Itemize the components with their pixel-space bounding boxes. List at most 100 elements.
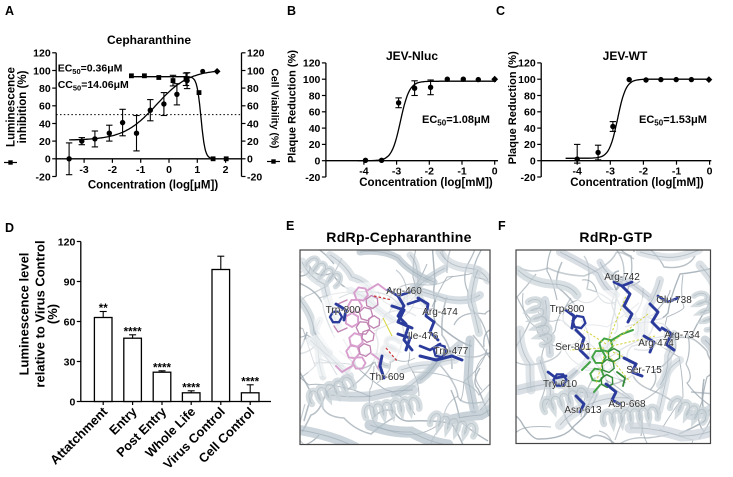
svg-text:Try-610: Try-610 (543, 379, 578, 390)
svg-text:-20: -20 (521, 172, 536, 184)
svg-text:80: 80 (524, 90, 536, 102)
svg-text:0: 0 (69, 396, 75, 408)
svg-text:20: 20 (309, 139, 321, 151)
svg-text:relative to Virus Control: relative to Virus Control (33, 240, 48, 387)
svg-text:60: 60 (39, 101, 51, 113)
svg-text:120: 120 (33, 48, 51, 60)
svg-text:Concentration (log[μM]): Concentration (log[μM]) (88, 180, 218, 192)
svg-text:1: 1 (194, 164, 200, 176)
svg-text:Luminescence: Luminescence (6, 67, 18, 147)
svg-text:90: 90 (64, 276, 76, 288)
svg-text:RdRp-Cepharanthine: RdRp-Cepharanthine (326, 229, 471, 245)
svg-text:(%): (%) (45, 304, 60, 324)
svg-text:0: 0 (530, 156, 536, 168)
svg-text:-2: -2 (108, 164, 117, 176)
svg-text:-3: -3 (79, 164, 88, 176)
svg-text:Thr-609: Thr-609 (369, 372, 404, 383)
svg-text:0: 0 (247, 154, 253, 166)
svg-text:40: 40 (309, 123, 321, 135)
svg-text:20: 20 (247, 136, 259, 148)
svg-text:C: C (496, 4, 505, 18)
svg-text:-20: -20 (247, 171, 262, 183)
svg-text:Cell Viability (%): Cell Viability (%) (269, 69, 280, 149)
svg-text:A: A (5, 4, 14, 18)
svg-text:Trp-800: Trp-800 (550, 304, 585, 315)
svg-text:Cepharanthine: Cepharanthine (107, 33, 191, 47)
svg-text:-4: -4 (573, 166, 582, 178)
svg-text:2: 2 (223, 164, 229, 176)
svg-text:40: 40 (247, 118, 259, 130)
svg-text:****: **** (153, 362, 171, 374)
svg-text:RdRp-GTP: RdRp-GTP (579, 229, 652, 245)
svg-text:EC50=1.08μM: EC50=1.08μM (422, 114, 490, 128)
svg-text:0: 0 (166, 164, 172, 176)
svg-text:120: 120 (247, 48, 265, 60)
svg-text:-1: -1 (457, 166, 466, 178)
svg-text:100: 100 (303, 74, 321, 86)
svg-text:120: 120 (303, 58, 321, 70)
svg-text:0: 0 (707, 166, 713, 178)
svg-text:JEV-Nluc: JEV-Nluc (386, 49, 438, 63)
svg-text:Asn-613: Asn-613 (564, 405, 602, 416)
svg-text:**: ** (99, 303, 108, 315)
svg-text:B: B (287, 4, 296, 18)
svg-text:0: 0 (315, 156, 321, 168)
svg-text:****: **** (124, 326, 142, 338)
svg-text:****: **** (241, 376, 259, 388)
svg-text:Arg-734: Arg-734 (664, 330, 700, 341)
svg-text:80: 80 (309, 90, 321, 102)
svg-text:-20: -20 (36, 171, 51, 183)
svg-text:100: 100 (518, 74, 536, 86)
svg-text:Luminescence level: Luminescence level (17, 253, 32, 376)
svg-text:60: 60 (524, 107, 536, 119)
svg-text:D: D (5, 221, 14, 235)
svg-text:CC50=14.06μM: CC50=14.06μM (58, 79, 129, 93)
svg-text:EC50=1.53μM: EC50=1.53μM (639, 114, 707, 128)
svg-text:Concentration (log[mM]): Concentration (log[mM]) (570, 177, 704, 189)
svg-text:40: 40 (39, 118, 51, 130)
svg-text:30: 30 (64, 356, 76, 368)
svg-text:JEV-WT: JEV-WT (603, 49, 648, 63)
svg-text:Plaque Reduction (%): Plaque Reduction (%) (287, 50, 299, 163)
svg-text:0: 0 (45, 154, 51, 166)
svg-text:20: 20 (39, 136, 51, 148)
svg-text:F: F (498, 219, 506, 233)
svg-text:-2: -2 (639, 166, 648, 178)
svg-text:Concentration (log[mM]): Concentration (log[mM]) (359, 177, 493, 189)
svg-text:Plaque Reduction (%): Plaque Reduction (%) (507, 51, 519, 164)
svg-text:Arg-474: Arg-474 (422, 307, 458, 318)
svg-text:Ser-801: Ser-801 (555, 342, 591, 353)
svg-text:-1: -1 (672, 166, 681, 178)
svg-text:Glu-738: Glu-738 (656, 295, 692, 306)
svg-text:60: 60 (64, 316, 76, 328)
svg-text:60: 60 (309, 107, 321, 119)
svg-text:****: **** (182, 382, 200, 394)
svg-text:40: 40 (524, 123, 536, 135)
svg-text:Trp-800: Trp-800 (326, 305, 361, 316)
svg-text:Ile-476: Ile-476 (408, 331, 439, 342)
svg-text:100: 100 (247, 65, 265, 77)
svg-text:Trp-477: Trp-477 (434, 346, 469, 357)
svg-text:120: 120 (58, 236, 76, 248)
svg-text:inhibition (%): inhibition (%) (17, 70, 29, 143)
svg-text:EC50=0.36μM: EC50=0.36μM (58, 63, 123, 77)
svg-text:Ser-715: Ser-715 (626, 365, 662, 376)
svg-text:Arg-742: Arg-742 (604, 272, 640, 283)
svg-text:80: 80 (39, 83, 51, 95)
svg-text:-3: -3 (606, 166, 615, 178)
svg-text:100: 100 (33, 65, 51, 77)
svg-text:-2: -2 (425, 166, 434, 178)
svg-text:60: 60 (247, 101, 259, 113)
svg-text:0: 0 (492, 166, 498, 178)
svg-text:20: 20 (524, 139, 536, 151)
svg-text:80: 80 (247, 83, 259, 95)
svg-text:Arg-474: Arg-474 (638, 338, 674, 349)
svg-text:E: E (286, 219, 294, 233)
svg-text:-3: -3 (392, 166, 401, 178)
svg-text:Asp-668: Asp-668 (608, 399, 646, 410)
svg-text:120: 120 (518, 58, 536, 70)
svg-text:Arg-460: Arg-460 (386, 286, 422, 297)
svg-text:-20: -20 (305, 172, 320, 184)
svg-text:-4: -4 (359, 166, 368, 178)
svg-text:-1: -1 (136, 164, 145, 176)
